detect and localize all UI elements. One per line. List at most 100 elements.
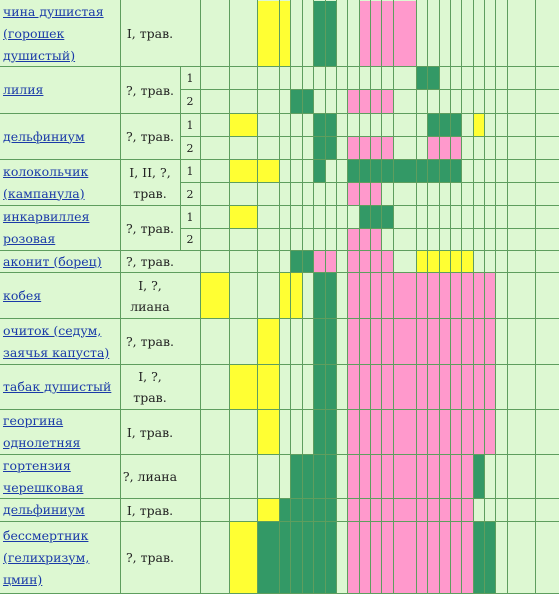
grid-col-line bbox=[229, 0, 230, 593]
plant-name-link[interactable]: инкарвиллея розовая bbox=[3, 209, 90, 246]
plant-type-cell: ?, трав. bbox=[125, 82, 175, 98]
pink-period-cell bbox=[348, 183, 381, 205]
plant-type-cell: ?, трав. bbox=[125, 550, 175, 565]
grid-col-line bbox=[535, 0, 536, 593]
grid-col-line bbox=[439, 0, 440, 593]
plant-name-cell: бессмертник (гелихризум, цмин) bbox=[0, 522, 120, 593]
green-period-cell bbox=[326, 410, 336, 454]
grid-row-line bbox=[180, 136, 559, 137]
yellow-period-cell bbox=[201, 273, 229, 318]
plant-name-link[interactable]: георгина однолетняя bbox=[3, 413, 81, 450]
plant-name-cell: георгина однолетняя bbox=[0, 410, 120, 454]
subrow-number: 2 bbox=[186, 233, 194, 246]
subrow-number: 1 bbox=[186, 210, 194, 224]
green-period-cell bbox=[314, 114, 325, 136]
grid-col-line bbox=[347, 0, 348, 593]
grid-col-line bbox=[495, 0, 496, 593]
yellow-period-cell bbox=[230, 365, 279, 409]
plant-type-cell: ?, трав. bbox=[125, 129, 175, 144]
grid-col-line bbox=[180, 66, 181, 250]
yellow-period-cell bbox=[258, 1, 290, 66]
plant-type-cell: ?, трав. bbox=[125, 254, 175, 269]
yellow-period-cell bbox=[474, 114, 484, 136]
green-period-cell bbox=[348, 160, 461, 182]
yellow-period-cell bbox=[230, 114, 257, 136]
plant-name-link[interactable]: гортензия черешковая bbox=[3, 457, 84, 495]
plant-name-link[interactable]: дельфиниум bbox=[3, 502, 85, 517]
grid-col-line bbox=[427, 0, 428, 593]
plant-type-cell: ?, трав. bbox=[125, 334, 175, 349]
grid-col-line bbox=[393, 0, 394, 593]
plant-name-cell: аконит (борец) bbox=[0, 251, 120, 272]
pink-period-cell bbox=[348, 273, 495, 318]
pink-period-cell bbox=[348, 522, 473, 593]
yellow-period-cell bbox=[230, 206, 257, 228]
yellow-period-cell bbox=[258, 319, 279, 364]
plant-name-link[interactable]: табак душистый bbox=[3, 379, 112, 394]
subrow-number: 1 bbox=[186, 71, 194, 85]
pink-period-cell bbox=[348, 410, 495, 454]
green-period-cell bbox=[314, 319, 325, 364]
green-period-cell bbox=[326, 319, 336, 364]
grid-col-line bbox=[381, 0, 382, 593]
subrow-number: 1 bbox=[186, 164, 194, 178]
subrow-number: 2 bbox=[186, 141, 194, 155]
grid-col-line bbox=[336, 0, 337, 593]
green-period-cell bbox=[314, 365, 325, 409]
green-period-cell bbox=[314, 273, 325, 318]
plant-name-link[interactable]: кобея bbox=[3, 287, 42, 303]
plant-name-cell: лилия bbox=[0, 67, 120, 113]
green-period-cell bbox=[326, 273, 336, 318]
grid-col-line bbox=[279, 0, 280, 593]
yellow-period-cell bbox=[258, 499, 279, 521]
plant-name-link[interactable]: дельфиниум bbox=[3, 128, 85, 144]
pink-period-cell bbox=[348, 455, 473, 498]
grid-col-line bbox=[120, 0, 121, 593]
plant-name-link[interactable]: аконит (борец) bbox=[3, 253, 102, 269]
grid-col-line bbox=[200, 0, 201, 593]
yellow-period-cell bbox=[280, 273, 302, 318]
plant-name-link[interactable]: колокольчик (кампанула) bbox=[3, 163, 89, 201]
grid-col-line bbox=[325, 0, 326, 593]
plant-name-cell: чина душистая (горошек душистый) bbox=[0, 1, 120, 66]
grid-row-line bbox=[180, 228, 559, 229]
green-period-cell bbox=[417, 67, 439, 89]
plant-type-cell: I, II, ?, трав. bbox=[129, 164, 171, 201]
green-period-cell bbox=[314, 410, 325, 454]
plant-type-cell: I, ?, трав. bbox=[133, 369, 167, 405]
plant-type-cell: I, трав. bbox=[126, 502, 174, 518]
plant-name-cell: гортензия черешковая bbox=[0, 455, 120, 498]
plant-name-link[interactable]: лилия bbox=[3, 82, 44, 97]
pink-period-cell bbox=[348, 319, 495, 364]
plant-type-cell: I, трав. bbox=[126, 424, 174, 440]
pink-period-cell bbox=[348, 365, 495, 409]
grid-col-line bbox=[461, 0, 462, 593]
plant-type-cell: I, трав. bbox=[126, 26, 174, 41]
green-period-cell bbox=[474, 455, 484, 498]
yellow-period-cell bbox=[230, 522, 257, 593]
grid-col-line bbox=[416, 0, 417, 593]
plant-name-link[interactable]: очиток (седум, заячья капуста) bbox=[3, 322, 110, 360]
grid-col-line bbox=[473, 0, 474, 593]
green-period-cell bbox=[326, 114, 336, 136]
plant-type-cell: I, ?, лиана bbox=[130, 277, 170, 314]
plant-name-link[interactable]: чина душистая (горошек душистый) bbox=[3, 3, 104, 63]
green-period-cell bbox=[326, 365, 336, 409]
pink-period-cell bbox=[428, 137, 461, 159]
subrow-number: 2 bbox=[186, 187, 194, 201]
grid-col-line bbox=[370, 0, 371, 593]
grid-col-line bbox=[507, 0, 508, 593]
grid-row-line bbox=[180, 89, 559, 90]
grid-col-line bbox=[302, 0, 303, 593]
plant-name-link[interactable]: бессмертник (гелихризум, цмин) bbox=[3, 527, 90, 587]
grid-col-line bbox=[484, 0, 485, 593]
yellow-period-cell bbox=[417, 251, 473, 272]
yellow-period-cell bbox=[258, 410, 279, 454]
green-period-cell bbox=[360, 206, 393, 228]
plant-name-cell: очиток (седум, заячья капуста) bbox=[0, 319, 120, 364]
grid-col-line bbox=[450, 0, 451, 593]
subrow-number: 2 bbox=[186, 95, 194, 108]
pink-period-cell bbox=[394, 1, 416, 66]
pink-period-cell bbox=[348, 229, 381, 250]
